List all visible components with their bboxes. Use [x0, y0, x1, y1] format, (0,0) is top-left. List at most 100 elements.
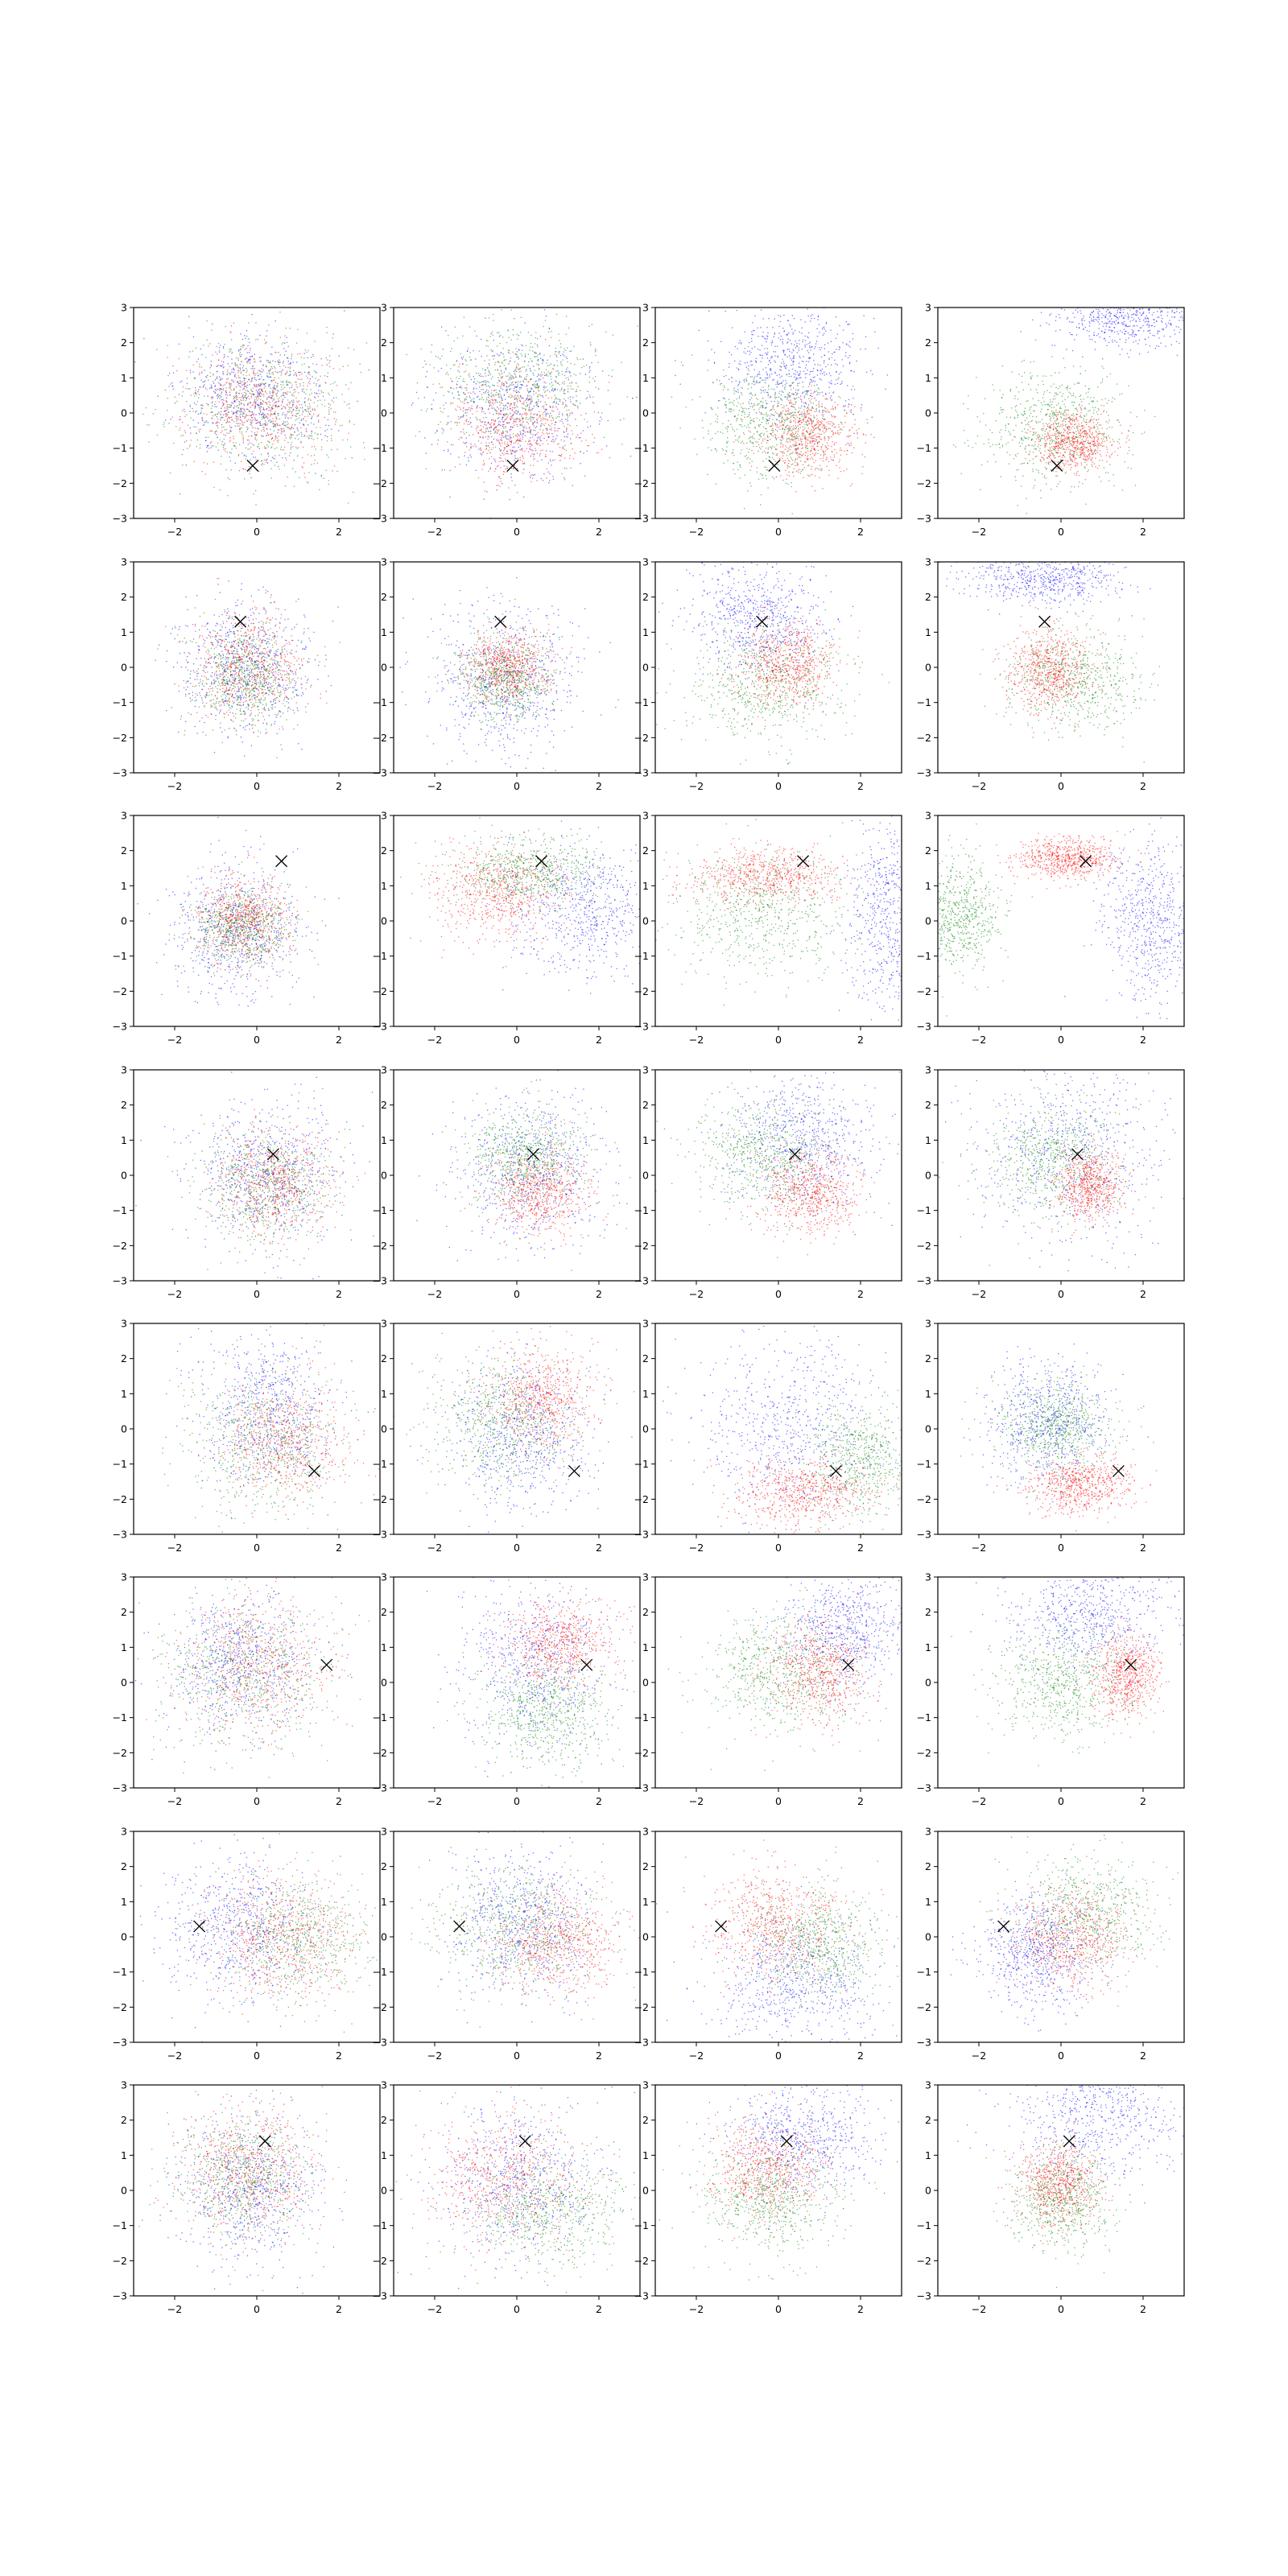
- scatter-point-green: [226, 410, 227, 411]
- scatter-point-green: [501, 377, 502, 378]
- scatter-point-green: [241, 346, 242, 347]
- scatter-point-blue: [244, 378, 245, 379]
- scatter-point-green: [536, 401, 537, 402]
- scatter-point-blue: [537, 383, 538, 384]
- scatter-point-red: [313, 414, 314, 415]
- scatter-point-blue: [795, 409, 796, 410]
- scatter-point-blue: [824, 407, 825, 408]
- scatter-point-green: [576, 425, 577, 426]
- scatter-point-green: [266, 373, 267, 374]
- scatter-point-blue: [246, 330, 247, 331]
- scatter-point-green: [772, 457, 773, 458]
- scatter-point-blue: [467, 409, 468, 410]
- scatter-point-green: [308, 409, 309, 410]
- scatter-point-blue: [206, 447, 207, 448]
- scatter-point-green: [331, 440, 332, 441]
- scatter-point-red: [277, 396, 278, 397]
- scatter-point-blue: [839, 346, 840, 347]
- scatter-point-green: [806, 391, 807, 392]
- scatter-point-red: [502, 377, 503, 378]
- scatter-point-red: [530, 481, 531, 482]
- scatter-point-green: [258, 428, 259, 429]
- scatter-point-green: [250, 368, 251, 369]
- scatter-point-red: [481, 411, 482, 412]
- scatter-point-red: [262, 391, 263, 392]
- scatter-point-red: [463, 442, 464, 443]
- scatter-point-blue: [205, 387, 206, 388]
- scatter-point-green: [492, 351, 493, 352]
- scatter-point-green: [540, 374, 541, 375]
- scatter-point-blue: [824, 328, 825, 329]
- scatter-point-green: [776, 438, 777, 439]
- scatter-point-blue: [290, 392, 291, 393]
- scatter-point-blue: [171, 382, 172, 383]
- scatter-point-red: [525, 400, 526, 401]
- scatter-point-red: [265, 420, 266, 421]
- scatter-point-green: [282, 449, 283, 450]
- scatter-point-blue: [787, 334, 788, 335]
- scatter-point-blue: [496, 411, 497, 412]
- scatter-point-red: [527, 405, 528, 406]
- scatter-point-red: [555, 430, 556, 431]
- scatter-point-blue: [564, 468, 565, 469]
- scatter-point-blue: [489, 452, 490, 453]
- scatter-point-blue: [791, 343, 792, 344]
- scatter-point-green: [515, 419, 516, 420]
- scatter-point-green: [499, 391, 500, 392]
- scatter-point-blue: [761, 355, 762, 356]
- scatter-point-blue: [416, 392, 417, 393]
- scatter-point-green: [781, 394, 782, 395]
- scatter-point-red: [226, 406, 227, 407]
- scatter-point-red: [307, 436, 308, 437]
- scatter-point-red: [538, 417, 539, 418]
- scatter-point-red: [457, 406, 458, 407]
- scatter-point-red: [287, 391, 288, 392]
- scatter-point-green: [775, 392, 776, 393]
- scatter-point-green: [771, 435, 772, 436]
- scatter-point-green: [790, 435, 791, 436]
- scatter-point-blue: [774, 346, 775, 347]
- scatter-point-green: [343, 366, 344, 367]
- scatter-point-green: [749, 463, 750, 464]
- scatter-point-green: [211, 388, 212, 389]
- scatter-point-blue: [829, 382, 830, 383]
- scatter-point-green: [741, 449, 742, 450]
- scatter-point-red: [182, 422, 183, 423]
- scatter-point-blue: [215, 379, 216, 380]
- scatter-point-red: [186, 370, 187, 371]
- scatter-point-red: [490, 425, 491, 426]
- scatter-point-red: [494, 402, 495, 403]
- scatter-point-blue: [201, 354, 202, 355]
- scatter-point-red: [472, 414, 473, 415]
- scatter-point-blue: [511, 382, 512, 383]
- scatter-point-red: [519, 449, 520, 450]
- scatter-point-blue: [583, 452, 584, 453]
- scatter-point-blue: [737, 348, 738, 349]
- scatter-point-red: [226, 379, 227, 380]
- scatter-point-blue: [580, 463, 581, 464]
- scatter-point-blue: [473, 387, 474, 388]
- scatter-point-blue: [587, 391, 588, 392]
- scatter-point-blue: [762, 336, 763, 337]
- scatter-point-green: [440, 421, 441, 422]
- scatter-point-blue: [173, 373, 174, 374]
- scatter-point-green: [292, 402, 293, 403]
- scatter-point-red: [224, 419, 225, 420]
- scatter-point-blue: [271, 347, 272, 348]
- scatter-point-blue: [471, 456, 472, 457]
- scatter-point-green: [748, 346, 749, 347]
- scatter-point-green: [321, 404, 322, 405]
- scatter-point-red: [573, 404, 574, 405]
- scatter-point-blue: [463, 415, 464, 416]
- scatter-point-blue: [753, 381, 754, 382]
- scatter-point-blue: [522, 437, 523, 438]
- scatter-point-green: [149, 424, 150, 425]
- scatter-point-red: [238, 455, 239, 456]
- scatter-point-red: [433, 384, 434, 385]
- scatter-point-blue: [813, 368, 814, 369]
- scatter-point-green: [327, 429, 328, 430]
- scatter-point-blue: [752, 348, 753, 349]
- scatter-point-blue: [829, 373, 830, 374]
- scatter-point-green: [509, 373, 510, 374]
- scatter-point-green: [816, 390, 817, 391]
